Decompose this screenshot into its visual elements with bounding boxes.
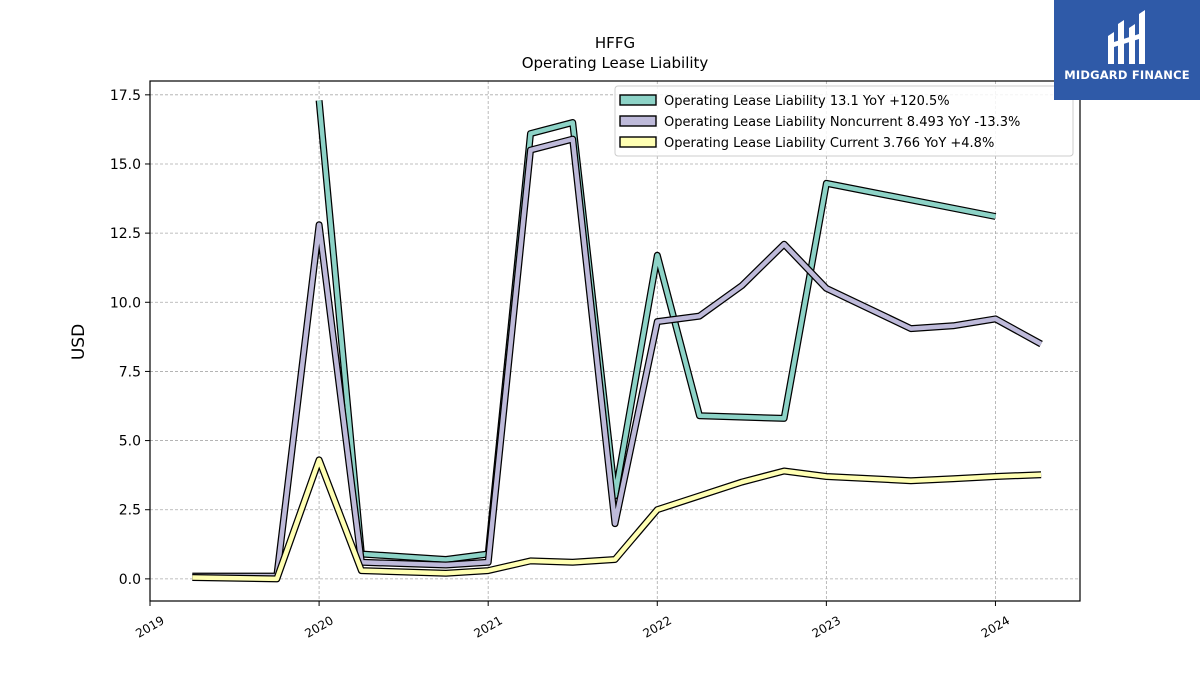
y-tick-label: 7.5 <box>119 364 141 380</box>
legend-swatch-1 <box>619 115 657 127</box>
x-tick-label: 2020 <box>302 613 335 640</box>
x-tick-label: 2021 <box>471 613 504 640</box>
chart-subtitle: Operating Lease Liability <box>522 54 709 72</box>
y-tick-label: 2.5 <box>119 503 141 519</box>
y-tick-label: 5.0 <box>119 434 141 450</box>
y-tick-label: 0.0 <box>119 572 141 588</box>
series-line-1 <box>192 136 1043 579</box>
legend: Operating Lease Liability 13.1 YoY +120.… <box>614 85 1074 157</box>
y-axis-label: USD <box>69 324 89 360</box>
y-tick-label: 10.0 <box>110 295 141 311</box>
y-tick-label: 17.5 <box>110 88 141 104</box>
x-tick-label: 2024 <box>979 613 1012 640</box>
brand-logo: MIDGARD FINANCE <box>1054 0 1200 100</box>
y-tick-label: 15.0 <box>110 157 141 173</box>
y-tick-label: 12.5 <box>110 226 141 242</box>
series-layer <box>192 100 1043 583</box>
plot-frame <box>149 80 1081 602</box>
series-line-2 <box>192 457 1042 582</box>
logo-mark-icon <box>1108 10 1145 64</box>
legend-box <box>614 85 1074 157</box>
legend-label-0: Operating Lease Liability 13.1 YoY +120.… <box>664 94 950 109</box>
x-tick-label: 2022 <box>641 613 674 640</box>
axis-ticks: 0.0 2.5 5.0 7.5 10.0 12.5 15.0 17.5 2019 2020 2021… <box>110 88 1012 641</box>
x-tick-label: 2019 <box>133 613 166 640</box>
x-tick-label: 2023 <box>810 613 843 640</box>
chart-title: HFFG <box>595 34 635 52</box>
brand-name: MIDGARD FINANCE <box>1064 68 1190 82</box>
legend-swatch-2 <box>619 136 657 148</box>
legend-label-2: Operating Lease Liability Current 3.766 … <box>664 136 994 151</box>
legend-label-1: Operating Lease Liability Noncurrent 8.4… <box>664 115 1020 130</box>
legend-swatch-0 <box>619 94 657 106</box>
